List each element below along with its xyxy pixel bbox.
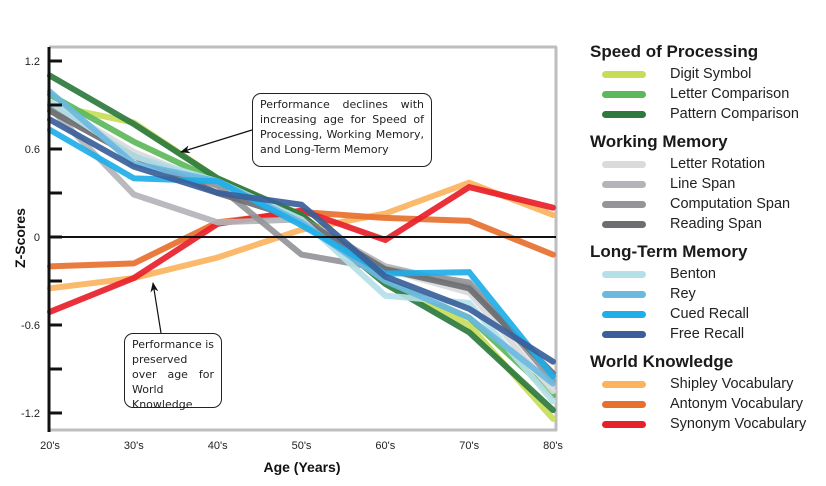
legend-item-benton: Benton <box>590 264 826 284</box>
legend-item-antonym-vocabulary: Antonym Vocabulary <box>590 394 826 414</box>
y-tick-label: 1.2 <box>25 56 40 68</box>
legend-label: Shipley Vocabulary <box>670 376 794 392</box>
legend-swatch <box>602 220 646 228</box>
x-tick-label: 80's <box>543 440 563 452</box>
legend-group-title: Speed of Processing <box>590 42 759 61</box>
y-tick-label: 0.6 <box>25 144 40 156</box>
legend-label: Line Span <box>670 176 736 192</box>
legend-group-long-term-memory: Long-Term Memory Benton Rey Cued Recall Free… <box>590 242 826 344</box>
legend-swatch <box>602 160 646 168</box>
legend-label: Cued Recall <box>670 306 749 322</box>
series-line-pattern-comparison <box>47 72 556 414</box>
legend-group-working-memory: Working Memory Letter Rotation Line Span Co… <box>590 132 826 234</box>
legend-swatch <box>602 290 646 298</box>
legend-swatch <box>602 380 646 388</box>
legend-swatch <box>602 330 646 338</box>
legend-swatch <box>602 420 646 428</box>
y-axis-title: Z-Scores <box>12 208 28 268</box>
annotation-arrow-decline <box>180 129 253 154</box>
legend-swatch <box>602 400 646 408</box>
x-ticks: 20's 30's 40's 50's 60's 70's 80's <box>40 440 563 452</box>
annotation-decline: Performance declines with increasing age… <box>252 93 432 167</box>
legend-label: Reading Span <box>670 216 762 232</box>
x-tick-label: 70's <box>459 440 479 452</box>
x-axis-title: Age (Years) <box>263 459 340 475</box>
legend-group-title: Long-Term Memory <box>590 242 748 261</box>
legend-item-letter-rotation: Letter Rotation <box>590 154 826 174</box>
legend-item-digit-symbol: Digit Symbol <box>590 64 826 84</box>
x-tick-label: 60's <box>375 440 395 452</box>
legend-label: Synonym Vocabulary <box>670 416 807 432</box>
legend-item-shipley-vocabulary: Shipley Vocabulary <box>590 374 826 394</box>
series-layer <box>47 72 556 422</box>
legend-swatch <box>602 70 646 78</box>
legend-label: Antonym Vocabulary <box>670 396 803 412</box>
legend-swatch <box>602 110 646 118</box>
legend-label: Letter Rotation <box>670 156 766 172</box>
legend-item-rey: Rey <box>590 284 826 304</box>
legend-swatch <box>602 270 646 278</box>
legend-label: Letter Comparison <box>670 86 790 102</box>
legend-label: Benton <box>670 266 716 282</box>
legend-item-free-recall: Free Recall <box>590 324 826 344</box>
series-line-shipley-vocabulary <box>47 179 556 292</box>
legend-item-pattern-comparison: Pattern Comparison <box>590 104 826 124</box>
legend-group-title: Working Memory <box>590 132 728 151</box>
y-ticks: 1.2 0.6 0 -0.6 -1.2 <box>21 56 62 420</box>
legend-label: Computation Span <box>670 196 791 212</box>
legend-item-letter-comparison: Letter Comparison <box>590 84 826 104</box>
legend-label: Pattern Comparison <box>670 106 799 122</box>
legend-label: Free Recall <box>670 326 745 342</box>
series-line-free-recall <box>47 116 556 365</box>
legend-swatch <box>602 90 646 98</box>
annotation-preserved: Performance is preserved over age for Wo… <box>124 333 222 411</box>
legend-group-world-knowledge: World Knowledge Shipley Vocabulary Antonym… <box>590 352 826 434</box>
legend-item-line-span: Line Span <box>590 174 826 194</box>
legend: Speed of Processing Digit Symbol Letter Co… <box>590 42 826 442</box>
y-tick-label: -1.2 <box>21 408 40 420</box>
legend-label: Digit Symbol <box>670 66 752 82</box>
x-tick-label: 30's <box>124 440 144 452</box>
x-tick-label: 50's <box>292 440 312 452</box>
series-line-cued-recall <box>47 126 556 380</box>
legend-group-speed-of-processing: Speed of Processing Digit Symbol Letter Co… <box>590 42 826 124</box>
legend-swatch <box>602 180 646 188</box>
legend-swatch <box>602 200 646 208</box>
legend-item-synonym-vocabulary: Synonym Vocabulary <box>590 414 826 434</box>
series-line-synonym-vocabulary <box>47 183 556 315</box>
x-tick-label: 40's <box>208 440 228 452</box>
y-tick-label: -0.6 <box>21 320 40 332</box>
legend-item-cued-recall: Cued Recall <box>590 304 826 324</box>
legend-item-reading-span: Reading Span <box>590 214 826 234</box>
y-tick-label: 0 <box>34 232 40 244</box>
annotation-arrow-preserved <box>150 282 162 334</box>
legend-swatch <box>602 310 646 318</box>
x-tick-label: 20's <box>40 440 60 452</box>
legend-label: Rey <box>670 286 696 302</box>
legend-item-computation-span: Computation Span <box>590 194 826 214</box>
legend-group-title: World Knowledge <box>590 352 734 371</box>
